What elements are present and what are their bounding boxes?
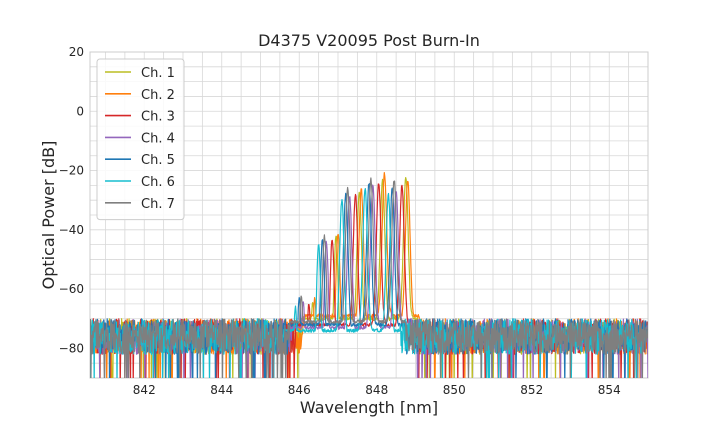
x-tick-label: 846: [288, 383, 311, 397]
plot-frame: [89, 51, 649, 379]
legend-label: Ch. 6: [141, 175, 175, 190]
y-tick-label: 20: [69, 45, 84, 59]
x-tick-label: 842: [133, 383, 156, 397]
x-tick-label: 852: [520, 383, 543, 397]
legend-label: Ch. 3: [141, 110, 175, 125]
legend-label: Ch. 4: [141, 131, 175, 146]
x-tick-label: 854: [598, 383, 621, 397]
y-axis-label: Optical Power [dB]: [39, 141, 58, 290]
x-tick-label: 844: [210, 383, 233, 397]
y-tick-label: 0: [76, 104, 84, 118]
x-tick-label: 848: [365, 383, 388, 397]
chart-title: D4375 V20095 Post Burn-In: [258, 31, 480, 50]
x-axis-label: Wavelength [nm]: [300, 398, 438, 417]
legend: Ch. 1 Ch. 2 Ch. 3 Ch. 4 Ch. 5 Ch. 6 Ch. 7: [96, 58, 185, 221]
legend-box: [96, 58, 185, 221]
tick-labels: 842 844 846 848 850 852 854 20 0 −20 −40 −60 −80: [59, 45, 621, 397]
y-tick-label: −60: [59, 282, 84, 296]
series-line-ch-7: [90, 177, 648, 378]
legend-label: Ch. 2: [141, 88, 175, 103]
series-layer: [90, 172, 648, 378]
legend-label: Ch. 1: [141, 66, 175, 81]
y-tick-label: −80: [59, 341, 84, 355]
legend-label: Ch. 7: [141, 197, 175, 212]
x-tick-label: 850: [443, 383, 466, 397]
legend-label: Ch. 5: [141, 153, 175, 168]
y-tick-label: −40: [59, 223, 84, 237]
y-tick-label: −20: [59, 164, 84, 178]
